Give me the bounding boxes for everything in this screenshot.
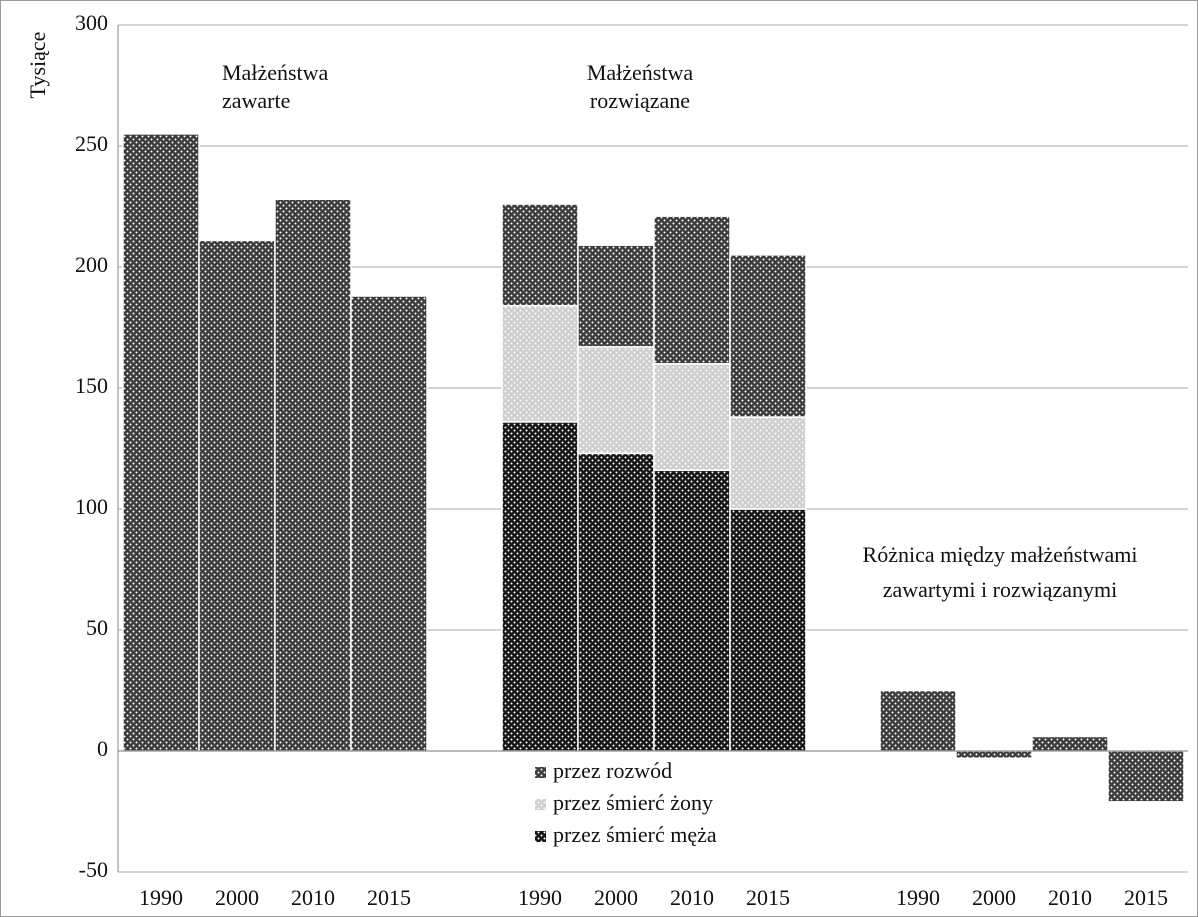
- bar: [501, 421, 579, 752]
- bar: [653, 469, 731, 752]
- legend-swatch: [535, 831, 546, 842]
- bar: [1107, 750, 1185, 803]
- y-tick-label: -50: [79, 857, 108, 882]
- bar: [729, 508, 807, 752]
- legend-swatch: [535, 799, 546, 810]
- y-tick-label: 200: [75, 252, 108, 277]
- x-tick-label: 2010: [670, 885, 714, 910]
- y-tick-label: 300: [75, 10, 108, 35]
- bar: [577, 452, 655, 752]
- bar: [729, 416, 807, 510]
- x-tick-label: 2000: [972, 885, 1016, 910]
- group-label: Małżeństwa: [587, 60, 694, 85]
- bar: [577, 244, 655, 348]
- bar: [955, 750, 1033, 760]
- bar: [198, 239, 276, 752]
- bar: [122, 133, 200, 752]
- x-tick-label: 1990: [518, 885, 562, 910]
- y-axis-label: Tysiące: [25, 32, 50, 99]
- group-label: Różnica między małżeństwami: [863, 542, 1138, 567]
- bar: [501, 203, 579, 307]
- bar: [501, 304, 579, 423]
- group-label: zawartymi i rozwiązanymi: [883, 577, 1118, 602]
- bar: [653, 215, 731, 365]
- y-tick-label: 50: [86, 615, 108, 640]
- legend-label: przez śmierć męża: [553, 822, 717, 847]
- x-tick-label: 2010: [291, 885, 335, 910]
- bar: [274, 198, 352, 752]
- bar: [729, 254, 807, 418]
- y-tick-label: 150: [75, 373, 108, 398]
- legend-label: przez śmierć żony: [553, 790, 713, 815]
- x-tick-label: 1990: [139, 885, 183, 910]
- x-tick-label: 2015: [1124, 885, 1168, 910]
- bar: [879, 689, 957, 752]
- legend-label: przez rozwód: [553, 758, 672, 783]
- x-tick-label: 2015: [746, 885, 790, 910]
- group-label: Małżeństwa: [222, 60, 329, 85]
- y-tick-label: 100: [75, 494, 108, 519]
- bar: [1031, 735, 1109, 752]
- y-tick-label: 250: [75, 131, 108, 156]
- group-label: zawarte: [222, 88, 290, 113]
- x-tick-label: 2015: [367, 885, 411, 910]
- x-tick-label: 2010: [1048, 885, 1092, 910]
- legend-swatch: [535, 767, 546, 778]
- group-label: rozwiązane: [590, 88, 690, 113]
- x-tick-label: 2000: [215, 885, 259, 910]
- bar: [653, 363, 731, 472]
- x-tick-label: 1990: [896, 885, 940, 910]
- bar: [350, 295, 428, 752]
- bar: [577, 346, 655, 455]
- y-tick-label: 0: [97, 736, 108, 761]
- x-tick-label: 2000: [594, 885, 638, 910]
